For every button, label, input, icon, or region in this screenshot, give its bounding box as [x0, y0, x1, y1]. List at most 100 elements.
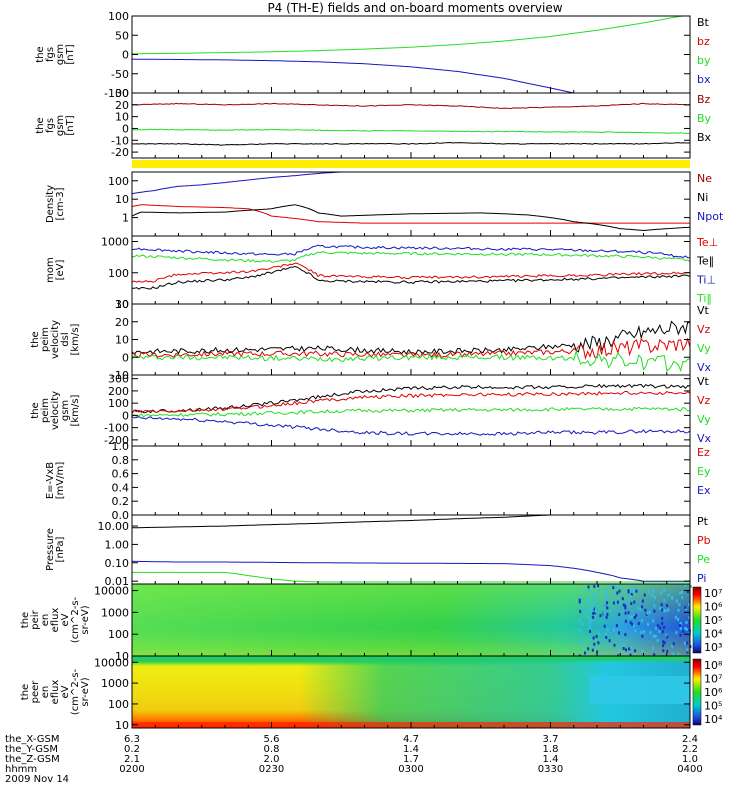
y-axis-label-line: [nPa] [55, 536, 66, 562]
y-axis-label-line: dsl [60, 332, 71, 346]
y-axis-label: Pressure [nPa] [45, 528, 66, 571]
y-tick-label: 100 [108, 397, 129, 410]
y-tick-label: -10 [111, 134, 129, 147]
spectrogram-speckle [633, 624, 636, 628]
spectrogram-speckle [622, 644, 625, 648]
spectrogram-speckle [667, 593, 670, 597]
spectrogram-speckle [633, 600, 636, 604]
legend-entry: Bz [697, 93, 711, 106]
spectrogram-speckle [660, 603, 663, 607]
y-tick-label: 1.0 [112, 440, 130, 453]
spectrogram-speckle [613, 643, 616, 647]
series-line-by [132, 15, 690, 55]
spectrogram-speckle [618, 631, 620, 635]
spectrogram-speckle [653, 596, 656, 600]
spectrogram-speckle [659, 607, 662, 610]
legend: Te⊥ Te‖ Ti⊥ Ti‖ [696, 236, 718, 305]
panel-1: 100 50 0 -50 -100 the fgs gsm [nT] Bt bz by bx [35, 10, 711, 100]
legend-entry: Vz [697, 394, 711, 407]
y-axis-label-line: Density [45, 185, 56, 223]
y-tick-label: 0.6 [112, 468, 130, 481]
y-axis-label-line: the [30, 331, 41, 347]
spectrogram-speckle [679, 633, 682, 637]
y-tick-label: -100 [104, 422, 129, 435]
spectrogram-speckle [588, 621, 591, 625]
y-axis-label-line: (cm^2-s- [70, 668, 81, 715]
spectrogram-speckle [613, 628, 615, 632]
spectrogram-speckle [674, 615, 677, 619]
y-tick-label: 0.01 [105, 575, 130, 588]
series-line-Ti⊥ [131, 244, 691, 259]
ion-spectrogram-overlay [132, 584, 690, 656]
spectrogram-speckle [612, 586, 615, 590]
legend-entry: Ni [697, 191, 708, 204]
colorbar-tick-label: 10⁶ [704, 686, 723, 699]
spectrogram-speckle [593, 642, 596, 646]
series-line-Vy [131, 406, 690, 418]
spectrogram-speckle [596, 650, 599, 654]
legend: Ne Ni Npot [697, 172, 724, 223]
spectrogram-speckle [684, 626, 687, 630]
legend-entry: Vy [697, 342, 711, 355]
spectrogram-speckle [661, 616, 664, 620]
ephemeris-row-label: the_X-GSM [5, 734, 59, 745]
spectrogram-speckle [634, 649, 637, 653]
spectrogram-speckle [605, 636, 608, 639]
y-axis-label-line: the [35, 46, 46, 62]
y-tick-label: 20 [115, 316, 129, 329]
spectrogram-speckle [662, 649, 665, 653]
spectrogram-speckle [653, 604, 656, 608]
colorbar-tick-label: 10⁵ [704, 614, 722, 627]
legend-entry: Ex [697, 484, 711, 497]
spectrogram-speckle [630, 595, 632, 599]
spectrogram-speckle [667, 608, 670, 612]
legend-entry: Bt [697, 16, 710, 29]
ephemeris-value: 1.4 [403, 744, 419, 755]
legend: Pt Pb Pe Pi [697, 515, 711, 585]
colorbar-gradient [692, 658, 702, 726]
colorbar-tick-label: 10⁷ [704, 587, 722, 600]
spectrogram-speckle [591, 602, 594, 606]
series-line-Bx [131, 141, 691, 146]
panel-5: 30 20 10 0 -10 the peim velocity dsl [km/s] Vt Vz Vy… [30, 298, 712, 382]
ephemeris-value: 0330 [538, 764, 563, 775]
legend-entry: Pi [697, 572, 706, 585]
ephemeris-value: 0230 [259, 764, 284, 775]
y-tick-label: 0 [122, 122, 129, 135]
spectrogram-speckle [624, 606, 627, 610]
series-line-Ni [131, 204, 691, 232]
spectrogram-speckle [663, 599, 666, 602]
spectrogram-speckle [627, 611, 630, 615]
spectrogram-speckle [578, 600, 581, 604]
spectrogram-speckle [637, 622, 640, 625]
spectrogram-speckle [677, 608, 680, 612]
spectrogram-speckle [647, 622, 649, 626]
spectrogram-speckle [684, 584, 687, 588]
legend-entry: Pt [697, 515, 709, 528]
y-axis-label-line: eflux [50, 608, 61, 633]
y-axis-label-line: eflux [50, 680, 61, 705]
ephemeris-value: 1.7 [403, 754, 419, 765]
series-line-By [131, 128, 691, 135]
spectrogram-speckle [643, 630, 645, 634]
spectrogram-speckle [618, 613, 621, 617]
legend-entry: Te‖ [696, 255, 714, 268]
ephemeris-value: 6.3 [124, 734, 140, 745]
y-tick-label: 50 [115, 29, 129, 42]
spectrogram-speckle [581, 622, 584, 626]
spectrogram-speckle [653, 609, 656, 613]
spectrogram-speckle [627, 589, 630, 593]
spectrogram-speckle [592, 612, 595, 616]
y-tick-label: -10 [111, 369, 129, 382]
y-axis-label-line: [mV/m] [55, 462, 66, 500]
spectrogram-speckle [634, 629, 637, 633]
y-tick-label: -100 [104, 87, 129, 100]
spectrogram-speckle [637, 606, 640, 610]
spectrogram-speckle [658, 630, 661, 633]
spectrogram-speckle [581, 607, 584, 611]
series-line-Vx [131, 416, 691, 436]
spectrogram-speckle [593, 584, 596, 588]
